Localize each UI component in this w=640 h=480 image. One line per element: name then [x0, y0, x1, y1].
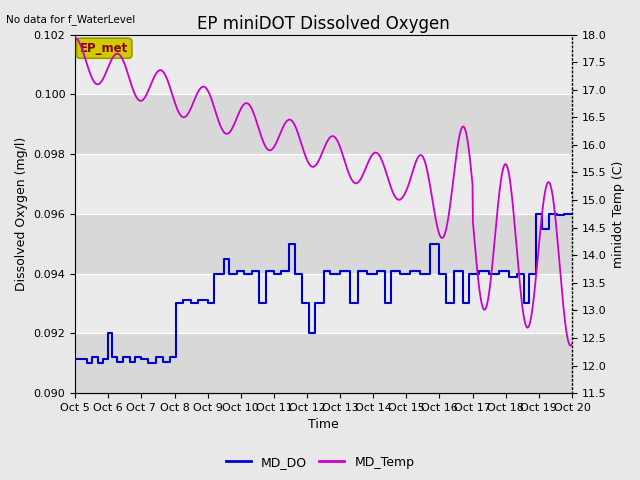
Bar: [75, 214, 572, 274]
Bar: [75, 274, 572, 334]
Bar: [75, 94, 572, 154]
Bar: [75, 334, 572, 393]
Text: EP_met: EP_met: [80, 42, 129, 55]
Bar: [75, 154, 572, 214]
Legend: MD_DO, MD_Temp: MD_DO, MD_Temp: [221, 451, 419, 474]
Y-axis label: Dissolved Oxygen (mg/l): Dissolved Oxygen (mg/l): [15, 137, 28, 291]
Title: EP miniDOT Dissolved Oxygen: EP miniDOT Dissolved Oxygen: [197, 15, 450, 33]
X-axis label: Time: Time: [308, 419, 339, 432]
Text: No data for f_WaterLevel: No data for f_WaterLevel: [6, 14, 136, 25]
Bar: [75, 35, 572, 94]
Y-axis label: minidot Temp (C): minidot Temp (C): [612, 160, 625, 267]
